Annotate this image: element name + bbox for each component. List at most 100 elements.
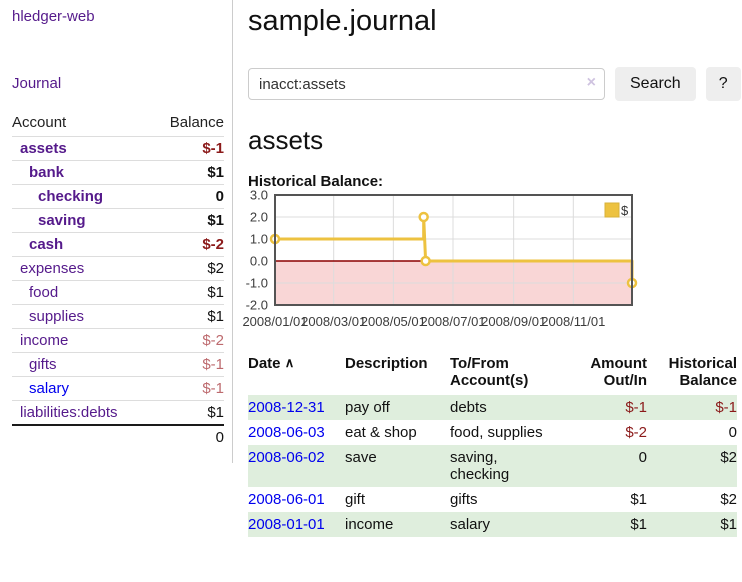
account-row: supplies $1 [12,304,224,329]
transaction-amount: $-1 [577,395,647,420]
transaction-date-link[interactable]: 2008-01-01 [248,516,325,533]
transaction-balance: 0 [728,424,737,441]
sidebar: hledger-web Journal Account Balance asse… [0,0,233,463]
transaction-description: save [345,445,450,487]
accounts-header-account: Account [12,114,67,131]
transaction-balance: $-1 [647,395,737,420]
svg-text:2008/03/01: 2008/03/01 [301,314,366,329]
account-row: cash $-2 [12,232,224,257]
account-balance: 0 [152,184,224,209]
transaction-description: gift [345,491,366,508]
account-link-checking[interactable]: checking [38,188,104,205]
main-content: sample.journal × Search ? assets Histori… [242,0,742,537]
transaction-accounts: food, supplies [450,424,543,441]
transaction-date-link[interactable]: 2008-06-02 [248,449,325,466]
transaction-amount: 0 [577,445,647,487]
svg-text:2008/11/01: 2008/11/01 [541,314,605,329]
svg-text:3.0: 3.0 [250,190,268,203]
account-row: saving $1 [12,208,224,233]
account-row: assets $-1 [12,136,224,161]
account-row: food $1 [12,280,224,305]
svg-text:$: $ [621,203,629,218]
search-form: × Search ? [248,67,742,101]
svg-text:0.0: 0.0 [250,254,268,269]
account-link-salary[interactable]: salary [29,380,70,397]
transaction-description: eat & shop [345,424,417,441]
register-header-date-label: Date [248,355,281,372]
account-link-bank[interactable]: bank [29,164,65,181]
account-balance: $-1 [152,352,224,377]
svg-text:2008/01/01: 2008/01/01 [242,314,307,329]
account-link-supplies[interactable]: supplies [29,308,85,325]
transaction-accounts: gifts [450,491,478,508]
sidebar-item-journal[interactable]: Journal [12,75,62,92]
clear-search-icon[interactable]: × [586,74,596,91]
svg-text:-1.0: -1.0 [246,276,268,291]
page-title: sample.journal [248,5,437,37]
account-row: liabilities:debts $1 [12,400,224,425]
transaction-description: income [345,512,450,537]
account-link-assets[interactable]: assets [20,140,67,157]
account-balance: $1 [152,280,224,305]
historical-balance-chart: 3.0 2.0 1.0 0.0 -1.0 -2.0 2008/01/01 2008/03/01… [240,188,742,337]
account-link-liabilities-debts[interactable]: liabilities:debts [20,404,118,421]
account-row: income $-2 [12,328,224,353]
account-row: expenses $2 [12,256,224,281]
account-row: bank $1 [12,160,224,185]
transaction-amount: $-2 [625,424,647,441]
sort-ascending-icon: ∧ [284,355,295,370]
accounts-table: Account Balance assets $-1 bank $1 checkin… [12,110,224,449]
transaction-balance: $2 [647,445,737,487]
account-balance: $-2 [152,232,224,257]
table-row: 2008-06-03 eat & shop food, supplies $-2… [248,420,737,445]
account-balance: $1 [152,304,224,329]
svg-text:2.0: 2.0 [250,210,268,225]
account-heading: assets [248,125,324,155]
transaction-date-link[interactable]: 2008-12-31 [248,399,325,416]
account-link-gifts[interactable]: gifts [29,356,57,373]
search-input[interactable] [248,68,605,100]
table-row: 2008-01-01 income salary $1 $1 [248,512,737,537]
help-button[interactable]: ? [705,67,741,101]
account-link-income[interactable]: income [20,332,69,349]
register-header-date[interactable]: Date ∧ [248,353,345,395]
register-header-balance: Historical Balance [668,355,737,389]
account-row: salary $-1 [12,376,224,401]
svg-text:-2.0: -2.0 [246,298,268,313]
transaction-amount: $1 [577,512,647,537]
account-balance: $1 [152,400,224,425]
transaction-amount: $1 [630,491,647,508]
svg-text:2008/07/01: 2008/07/01 [420,314,485,329]
register-header-accounts: To/From Account(s) [450,355,529,389]
app-title-link[interactable]: hledger-web [12,8,95,25]
account-balance: $2 [152,256,224,281]
register-table: Date ∧ Description To/From Account(s) Am… [248,353,737,537]
account-balance: $-1 [152,136,224,161]
transaction-date-link[interactable]: 2008-06-03 [248,424,325,441]
table-row: 2008-12-31 pay off debts $-1 $-1 [248,395,737,420]
balance-chart-canvas: 3.0 2.0 1.0 0.0 -1.0 -2.02008/01/012008/03/01… [242,188,638,329]
transaction-accounts: saving, checking [450,445,577,487]
transaction-date-link[interactable]: 2008-06-01 [248,491,325,508]
table-row: 2008-06-01 gift gifts $1 $2 [248,487,737,512]
account-balance: $1 [152,208,224,233]
account-link-saving[interactable]: saving [38,212,86,229]
register-header-amount: Amount Out/In [590,355,647,389]
accounts-total: 0 [152,424,224,449]
account-row: gifts $-1 [12,352,224,377]
account-link-expenses[interactable]: expenses [20,260,85,277]
account-link-food[interactable]: food [29,284,59,301]
accounts-header-balance: Balance [169,114,224,131]
search-button[interactable]: Search [615,67,696,101]
account-row: checking 0 [12,184,224,209]
account-balance: $-2 [152,328,224,353]
svg-text:2008/09/01: 2008/09/01 [481,314,546,329]
accounts-total-row: 0 [12,424,224,449]
account-link-cash[interactable]: cash [29,236,64,253]
transaction-description: pay off [345,395,450,420]
transaction-accounts: salary [450,512,577,537]
svg-text:2008/05/01: 2008/05/01 [361,314,426,329]
svg-text:1.0: 1.0 [250,232,268,247]
account-balance: $1 [152,160,224,185]
transaction-accounts: debts [450,395,577,420]
